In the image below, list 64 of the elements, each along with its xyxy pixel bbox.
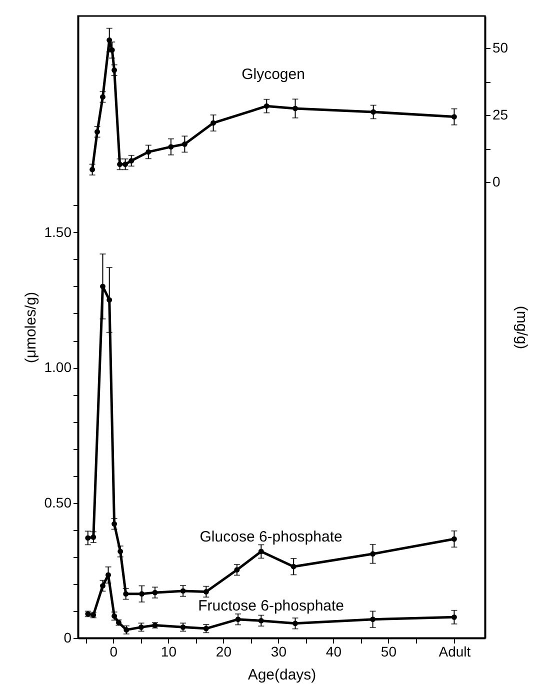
point (234, 567, 240, 573)
point (264, 103, 270, 109)
point (100, 94, 106, 100)
point (117, 162, 123, 167)
x-tick-label: 0 (110, 644, 118, 660)
y2-tick-label: 25 (492, 106, 508, 123)
x-tick-label: 30 (270, 644, 287, 660)
point (235, 616, 241, 622)
point (370, 109, 376, 115)
point (94, 129, 100, 135)
y2-tick-label: 50 (492, 40, 508, 56)
point (139, 591, 145, 597)
point (290, 564, 296, 570)
point (112, 67, 118, 73)
point (106, 297, 112, 303)
point (182, 141, 188, 147)
point (128, 158, 134, 164)
y-axis-title: (μmoles/g) (22, 292, 40, 364)
point (451, 536, 457, 542)
point (180, 588, 186, 594)
x-tick-label: 10 (160, 644, 177, 660)
point (112, 613, 118, 619)
point (258, 618, 264, 624)
point (85, 535, 91, 541)
point (210, 120, 216, 126)
point (100, 583, 106, 589)
point (292, 106, 298, 112)
y-tick-label: 1.50 (44, 224, 72, 240)
point (112, 521, 118, 527)
y-tick-label: 0 (64, 630, 72, 646)
series-label: Glycogen (242, 66, 305, 84)
x-axis-title: Age(days) (248, 666, 316, 684)
point (118, 548, 124, 554)
series-label: Glucose 6-phosphate (200, 528, 342, 546)
point (100, 284, 106, 290)
point (168, 144, 174, 150)
point (258, 548, 264, 554)
point (152, 590, 158, 596)
y-tick-label: 0.50 (44, 494, 72, 510)
point (146, 149, 152, 155)
y-tick-label: 1.00 (44, 359, 72, 376)
point (109, 47, 115, 53)
point (451, 114, 457, 120)
point (180, 624, 186, 630)
point (370, 616, 376, 622)
point (451, 614, 457, 620)
y2-axis-title: (mg/g) (513, 306, 530, 350)
x-tick-label: 20 (216, 644, 232, 660)
x-tick-label: 50 (380, 644, 397, 660)
point (124, 627, 130, 633)
series-label: Fructose 6-phosphate (198, 598, 344, 615)
point (203, 589, 209, 594)
point (203, 626, 209, 632)
point (123, 591, 129, 597)
point (106, 37, 112, 43)
point (292, 620, 298, 626)
point (90, 534, 96, 540)
y2-tick-label: 0 (492, 174, 500, 190)
x-tick-label: Adult (438, 644, 471, 660)
point (122, 162, 128, 167)
point (370, 551, 376, 557)
point (90, 166, 96, 172)
x-tick-label: 40 (326, 644, 342, 660)
point (106, 572, 111, 578)
